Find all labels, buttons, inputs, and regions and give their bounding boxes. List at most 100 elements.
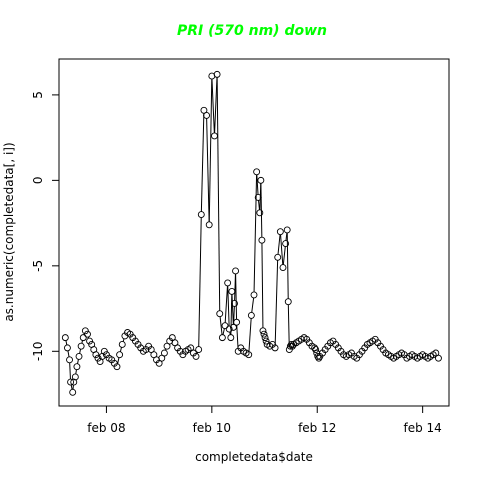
- data-point: [70, 378, 78, 386]
- data-point: [73, 363, 81, 371]
- data-point: [81, 327, 89, 335]
- data-point: [203, 111, 211, 119]
- data-point: [221, 322, 229, 330]
- series-line-segment: [256, 174, 259, 195]
- data-point: [197, 211, 205, 219]
- series-line-segment: [251, 297, 255, 313]
- data-point: [274, 253, 282, 261]
- series-line-segment: [117, 357, 120, 364]
- series-line-segment: [287, 304, 290, 347]
- series-line-segment: [208, 79, 213, 222]
- series-line-segment: [75, 369, 77, 375]
- series-line-segment: [122, 338, 125, 342]
- series-line-segment: [216, 77, 221, 311]
- series-points: [61, 70, 442, 396]
- data-point: [287, 341, 295, 348]
- series-line-segment: [261, 243, 264, 328]
- series-line-segment: [119, 347, 122, 352]
- series-line-segment: [200, 113, 205, 212]
- data-point: [284, 298, 292, 306]
- data-point: [262, 337, 270, 345]
- data-point: [116, 351, 124, 359]
- data-point: [113, 363, 121, 371]
- data-point: [160, 349, 168, 357]
- chart-title: PRI (570 nm) down: [177, 23, 327, 39]
- y-axis: -10 -5 0 5: [31, 91, 59, 361]
- data-point: [84, 330, 91, 338]
- data-point: [69, 388, 77, 396]
- data-point: [218, 334, 226, 342]
- series-line-segment: [235, 273, 238, 320]
- data-point: [233, 318, 241, 326]
- data-point: [259, 327, 267, 335]
- series-line-segment: [79, 349, 82, 354]
- y-tick-label: -5: [31, 260, 45, 272]
- series-line-segment: [206, 118, 210, 222]
- x-tick-label: feb 12: [298, 421, 336, 435]
- data-point: [279, 264, 287, 271]
- data-point: [94, 354, 102, 362]
- plot-frame: [58, 58, 450, 407]
- series-line-segment: [274, 260, 279, 345]
- data-point: [261, 334, 269, 342]
- data-point: [256, 209, 264, 217]
- series-line-segment: [77, 359, 79, 364]
- series-line-segment: [67, 350, 70, 357]
- series-line-segment: [222, 328, 225, 335]
- data-point: [92, 351, 100, 359]
- y-axis-label: as.numeric(completedata[, i]): [2, 142, 16, 321]
- data-point: [77, 342, 85, 350]
- data-point: [67, 378, 75, 386]
- data-point: [66, 356, 73, 364]
- series-line-segment: [282, 246, 286, 265]
- series-line-segment: [280, 234, 284, 265]
- data-point: [75, 352, 83, 360]
- data-point: [195, 346, 203, 354]
- data-point: [282, 240, 290, 248]
- series-line-segment: [253, 174, 258, 292]
- data-point: [63, 344, 71, 352]
- y-tick-label: -10: [31, 341, 45, 361]
- data-point: [213, 70, 221, 78]
- series-line-segment: [198, 217, 202, 347]
- data-point: [435, 354, 442, 362]
- series-line-segment: [224, 285, 228, 323]
- data-point: [229, 323, 237, 331]
- data-point: [257, 176, 265, 184]
- series-line-segment: [286, 232, 289, 299]
- series-line-segment: [258, 200, 260, 210]
- data-point: [79, 334, 87, 342]
- series-line-segment: [211, 79, 215, 133]
- series-line-segment: [231, 294, 234, 325]
- y-tick-label: 0: [31, 177, 45, 185]
- data-point: [254, 194, 262, 201]
- data-point: [100, 347, 108, 355]
- data-point: [216, 310, 224, 318]
- data-point: [86, 337, 94, 345]
- data-point: [289, 342, 296, 350]
- data-point: [315, 354, 323, 362]
- data-point: [61, 334, 69, 342]
- data-point: [211, 132, 218, 140]
- data-point: [271, 344, 279, 352]
- data-point: [283, 226, 291, 234]
- series-line-segment: [219, 316, 223, 335]
- data-point: [71, 373, 79, 381]
- series-line-segment: [65, 340, 68, 346]
- data-point: [250, 291, 258, 299]
- data-point: [224, 279, 232, 287]
- data-point: [232, 267, 240, 275]
- series-line-segment: [236, 325, 239, 349]
- x-axis-label: completedata$date: [195, 450, 313, 464]
- data-point: [225, 325, 233, 333]
- data-point: [245, 351, 253, 359]
- data-point: [205, 221, 213, 229]
- data-point: [253, 168, 261, 176]
- series-line-segment: [70, 384, 73, 390]
- data-point: [312, 346, 320, 354]
- data-point: [228, 288, 236, 295]
- series-line-segment: [285, 232, 288, 241]
- x-tick-label: feb 10: [193, 421, 231, 435]
